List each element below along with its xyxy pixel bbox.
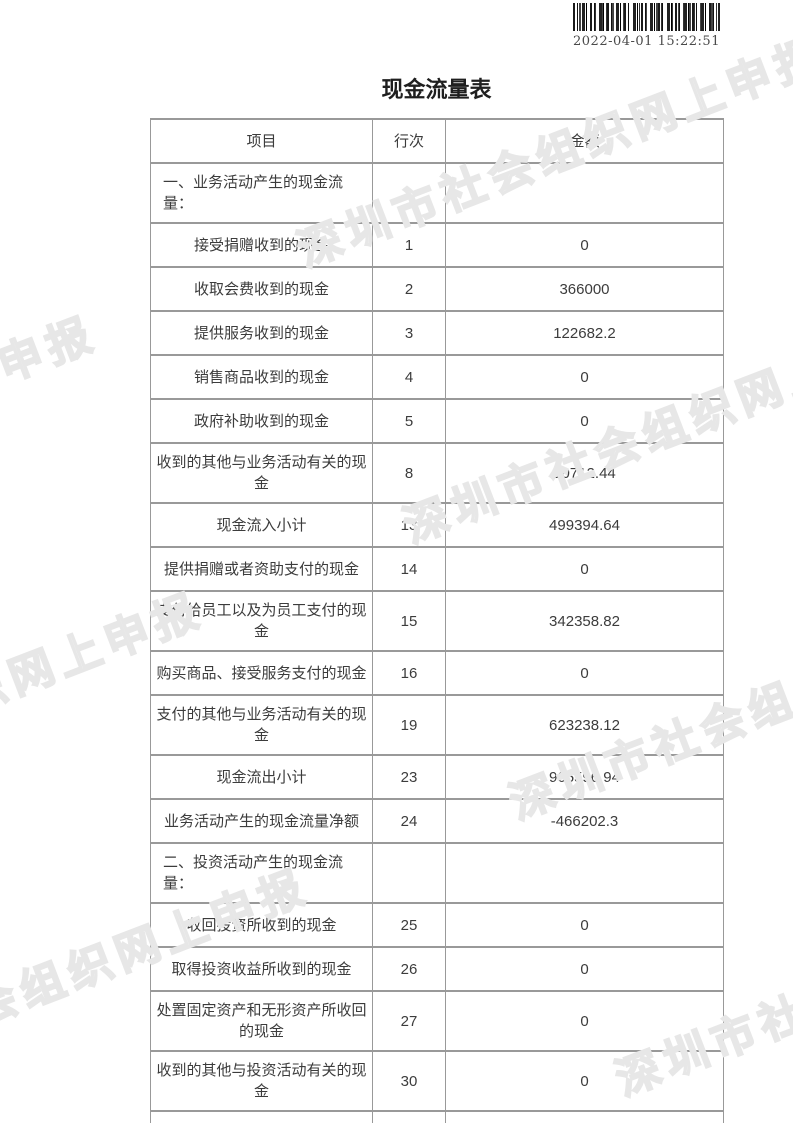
cell-amount (445, 162, 724, 224)
cell-amount: 342358.82 (445, 590, 724, 652)
cell-amount: 499394.64 (445, 502, 724, 548)
cell-line: 8 (372, 442, 446, 504)
table-row: 收到的其他与投资活动有关的现金 30 0 (150, 1050, 724, 1112)
cell-amount: -466202.3 (445, 798, 724, 844)
cell-amount: 122682.2 (445, 310, 724, 356)
cell-line: 25 (372, 902, 446, 948)
table-row: 收到的其他与业务活动有关的现金 8 10712.44 (150, 442, 724, 504)
column-header-amount: 金额 (445, 118, 724, 164)
cell-line: 23 (372, 754, 446, 800)
table-row: 提供捐赠或者资助支付的现金 14 0 (150, 546, 724, 592)
table-row: 提供服务收到的现金 3 122682.2 (150, 310, 724, 356)
table-row: 支付的其他与业务活动有关的现金 19 623238.12 (150, 694, 724, 756)
cell-item: 接受捐赠收到的现金 (150, 222, 373, 268)
cell-line: 24 (372, 798, 446, 844)
cell-line: 5 (372, 398, 446, 444)
report-timestamp: 2022-04-01 15:22:51 (573, 34, 720, 49)
cell-line: 1 (372, 222, 446, 268)
cell-amount: 0 (445, 546, 724, 592)
cell-item: 取得投资收益所收到的现金 (150, 946, 373, 992)
table-row: 收取会费收到的现金 2 366000 (150, 266, 724, 312)
table-header-row: 项目 行次 金额 (150, 118, 724, 164)
cell-item: 现金流入小计 (150, 1110, 373, 1123)
cell-item: 提供服务收到的现金 (150, 310, 373, 356)
cell-amount: 0 (445, 1050, 724, 1112)
cell-line: 16 (372, 650, 446, 696)
cell-item: 收取会费收到的现金 (150, 266, 373, 312)
cell-line: 3 (372, 310, 446, 356)
cell-item: 一、业务活动产生的现金流量： (150, 162, 373, 224)
table-row: 现金流入小计 13 499394.64 (150, 502, 724, 548)
table-row: 政府补助收到的现金 5 0 (150, 398, 724, 444)
cell-amount: 965596.94 (445, 754, 724, 800)
cell-item: 处置固定资产和无形资产所收回的现金 (150, 990, 373, 1052)
cell-item: 现金流出小计 (150, 754, 373, 800)
table-row: 支付给员工以及为员工支付的现金 15 342358.82 (150, 590, 724, 652)
table-row: 处置固定资产和无形资产所收回的现金 27 0 (150, 990, 724, 1052)
table-row: 购买商品、接受服务支付的现金 16 0 (150, 650, 724, 696)
cell-line: 27 (372, 990, 446, 1052)
cell-amount: 0 (445, 354, 724, 400)
cell-line: 34 (372, 1110, 446, 1123)
cell-amount: 0 (445, 990, 724, 1052)
cell-item: 销售商品收到的现金 (150, 354, 373, 400)
table-row: 销售商品收到的现金 4 0 (150, 354, 724, 400)
cell-amount: 623238.12 (445, 694, 724, 756)
cell-item: 现金流入小计 (150, 502, 373, 548)
cell-item: 二、投资活动产生的现金流量： (150, 842, 373, 904)
cell-amount: 0 (445, 946, 724, 992)
page-title: 现金流量表 (381, 77, 492, 102)
barcode-icon (573, 3, 720, 31)
cell-item: 业务活动产生的现金流量净额 (150, 798, 373, 844)
cell-line: 14 (372, 546, 446, 592)
column-header-item: 项目 (150, 118, 373, 164)
cell-line: 15 (372, 590, 446, 652)
section-header-row: 二、投资活动产生的现金流量： (150, 842, 724, 904)
cell-amount: 0 (445, 222, 724, 268)
cell-line: 26 (372, 946, 446, 992)
table-row: 业务活动产生的现金流量净额 24 -466202.3 (150, 798, 724, 844)
cell-item: 购买商品、接受服务支付的现金 (150, 650, 373, 696)
cell-amount: 0 (445, 1110, 724, 1123)
cell-amount: 0 (445, 650, 724, 696)
cell-line: 13 (372, 502, 446, 548)
table-row: 收回投资所收到的现金 25 0 (150, 902, 724, 948)
column-header-line: 行次 (372, 118, 446, 164)
cell-line: 4 (372, 354, 446, 400)
table-row: 接受捐赠收到的现金 1 0 (150, 222, 724, 268)
cashflow-table-body: 一、业务活动产生的现金流量： 接受捐赠收到的现金 1 0 收取会费收到的现金 2 36600… (150, 162, 724, 1123)
cell-amount: 0 (445, 902, 724, 948)
table-row: 现金流出小计 23 965596.94 (150, 754, 724, 800)
barcode-block: 2022-04-01 15:22:51 (573, 3, 720, 49)
cell-amount: 10712.44 (445, 442, 724, 504)
cell-item: 提供捐赠或者资助支付的现金 (150, 546, 373, 592)
cell-item: 支付的其他与业务活动有关的现金 (150, 694, 373, 756)
table-row: 现金流入小计340 (150, 1110, 724, 1123)
cell-line: 2 (372, 266, 446, 312)
cell-line: 19 (372, 694, 446, 756)
cell-item: 收到的其他与业务活动有关的现金 (150, 442, 373, 504)
cell-line: 30 (372, 1050, 446, 1112)
cell-line (372, 842, 446, 904)
cell-item: 收到的其他与投资活动有关的现金 (150, 1050, 373, 1112)
table-row: 取得投资收益所收到的现金 26 0 (150, 946, 724, 992)
cashflow-table: 项目 行次 金额 一、业务活动产生的现金流量： 接受捐赠收到的现金 1 0 收取会费收到… (150, 118, 724, 1123)
cell-amount (445, 842, 724, 904)
cell-item: 支付给员工以及为员工支付的现金 (150, 590, 373, 652)
cell-amount: 366000 (445, 266, 724, 312)
section-header-row: 一、业务活动产生的现金流量： (150, 162, 724, 224)
cell-item: 政府补助收到的现金 (150, 398, 373, 444)
cell-line (372, 162, 446, 224)
cell-amount: 0 (445, 398, 724, 444)
cell-item: 收回投资所收到的现金 (150, 902, 373, 948)
